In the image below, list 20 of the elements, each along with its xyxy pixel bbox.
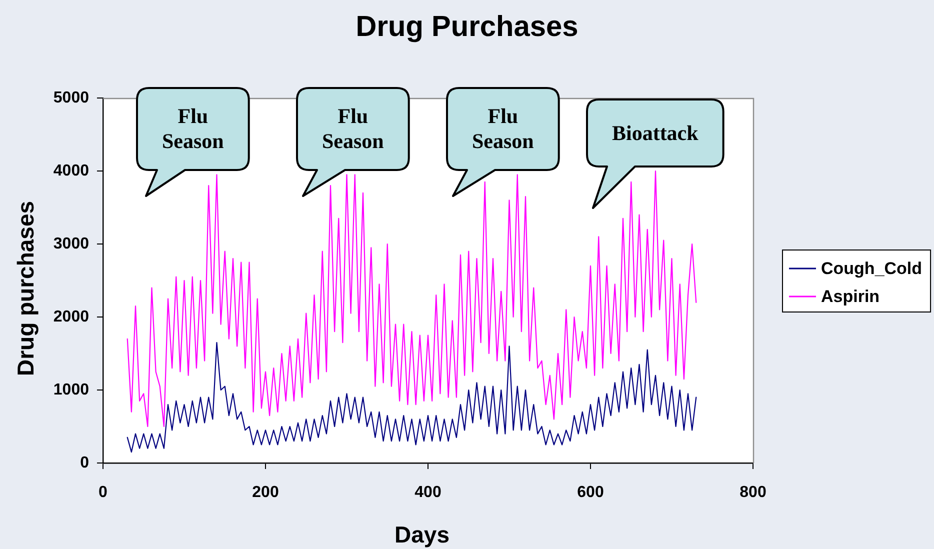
annotation: Flu Season [160, 104, 225, 154]
y-tick-label: 5000 [53, 89, 90, 106]
y-tick-label: 3000 [53, 235, 90, 252]
annotation: Flu Season [320, 104, 385, 154]
y-tick-label: 2000 [53, 308, 90, 326]
x-tick-label: 200 [252, 484, 279, 502]
y-tick-label: 1000 [53, 381, 90, 398]
y-tick-label: 0 [80, 454, 90, 472]
x-tick-label: 0 [98, 484, 108, 502]
annotation: Bioattack [610, 120, 700, 146]
legend-label: Cough_Cold [821, 259, 922, 278]
x-tick-label: 800 [740, 484, 766, 502]
x-tick-label: 600 [577, 484, 604, 502]
chart-title: Drug Purchases [356, 11, 578, 43]
y-axis-title: Drug purchases [12, 200, 38, 376]
x-axis-title: Days [394, 521, 450, 548]
y-tick-label: 4000 [53, 162, 90, 180]
annotation: Flu Season [470, 104, 535, 154]
x-tick-label: 400 [414, 484, 442, 502]
legend-label: Aspirin [821, 287, 880, 306]
